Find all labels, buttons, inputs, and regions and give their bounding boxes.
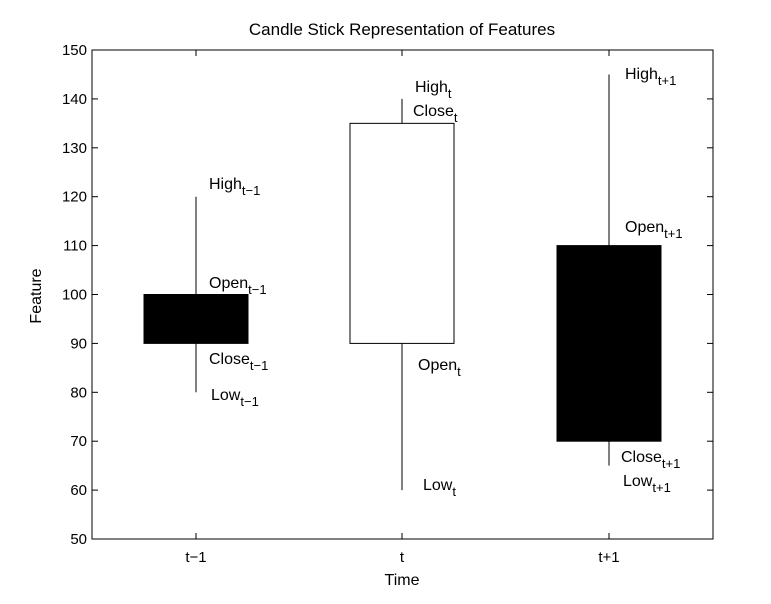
candle-body: [349, 122, 455, 344]
annotation-close: Closet+1: [621, 449, 680, 471]
x-tick-label: t+1: [598, 549, 619, 566]
x-tick-label: t−1: [185, 549, 206, 566]
y-tick-label: 100: [62, 287, 87, 304]
candles-layer: [143, 74, 662, 491]
annotation-low: Lowt−1: [211, 387, 259, 409]
annotation-high: Hight−1: [209, 176, 260, 198]
annotation-high: Hight+1: [625, 66, 676, 88]
y-tick-label: 80: [70, 384, 87, 401]
annotation-high: Hight: [415, 79, 452, 101]
annotation-low: Lowt+1: [623, 473, 671, 495]
x-axis: t−1 t t+1: [185, 50, 620, 566]
chart-title: Candle Stick Representation of Features: [249, 20, 555, 39]
y-tick-label: 70: [70, 433, 87, 450]
y-tick-label: 110: [63, 238, 87, 255]
y-axis-label: Feature: [28, 268, 45, 323]
annotation-open: Opent: [418, 357, 461, 379]
annotation-low: Lowt: [423, 477, 456, 499]
y-tick-label: 140: [62, 91, 87, 108]
y-tick-label: 120: [62, 189, 87, 206]
candle-body: [143, 294, 249, 344]
annotation-open: Opent−1: [209, 275, 267, 297]
annotation-open: Opent+1: [625, 219, 683, 241]
y-tick-label: 90: [70, 335, 87, 352]
annotation-close: Closet: [413, 103, 458, 125]
y-tick-label: 150: [62, 42, 87, 59]
y-tick-label: 60: [70, 482, 87, 499]
candle-body: [556, 245, 662, 442]
x-axis-label: Time: [385, 572, 420, 589]
y-axis: 50 60 70 80 90 100 110 120 130 140 150: [62, 42, 713, 548]
x-tick-label: t: [400, 549, 405, 566]
y-tick-label: 50: [70, 531, 87, 548]
annotation-close: Closet−1: [209, 351, 268, 373]
y-tick-label: 130: [62, 140, 87, 157]
